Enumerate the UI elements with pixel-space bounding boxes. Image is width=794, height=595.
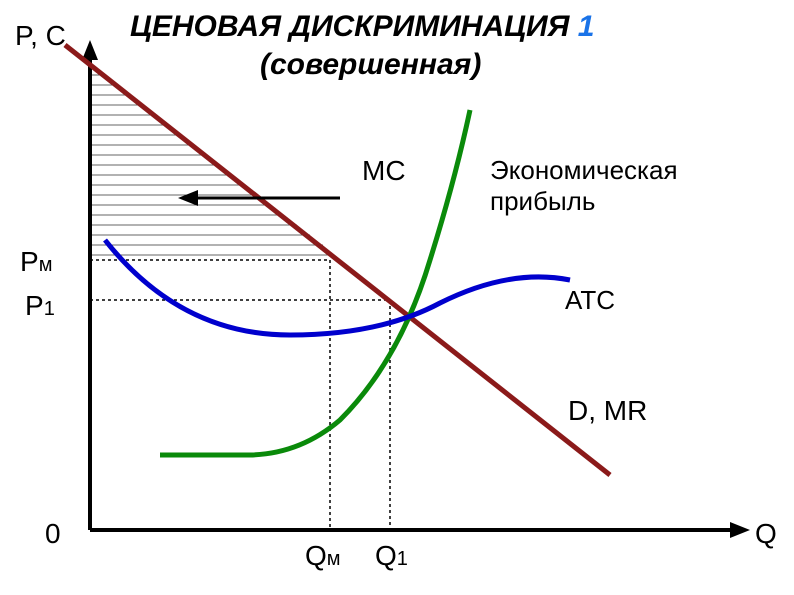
title-text: ЦЕНОВАЯ ДИСКРИМИНАЦИЯ (130, 10, 569, 43)
chart-title: ЦЕНОВАЯ ДИСКРИМИНАЦИЯ 1 (130, 10, 594, 44)
x-axis-label: Q (755, 518, 777, 550)
x-axis-arrow (730, 522, 750, 538)
y-axis-label: P, C (15, 20, 66, 52)
mc-curve (160, 110, 470, 455)
y-axis-arrow (82, 40, 98, 60)
p1-label: P1 (25, 290, 55, 322)
atc-label: ATC (565, 285, 615, 316)
atc-curve (105, 240, 570, 335)
qm-label: Qм (305, 540, 341, 572)
profit-label: Экономическая прибыль (490, 155, 678, 217)
demand-label: D, MR (568, 395, 647, 427)
mc-label: MC (362, 155, 406, 187)
q1-label: Q1 (375, 540, 408, 572)
chart-subtitle: (совершенная) (260, 48, 481, 82)
chart-container: ЦЕНОВАЯ ДИСКРИМИНАЦИЯ 1 (совершенная) P,… (0, 0, 794, 595)
pm-label: Pм (20, 246, 52, 278)
chart-svg (0, 0, 794, 595)
title-number: 1 (578, 10, 595, 43)
origin-label: 0 (45, 518, 61, 550)
profit-arrow-head (178, 190, 198, 206)
